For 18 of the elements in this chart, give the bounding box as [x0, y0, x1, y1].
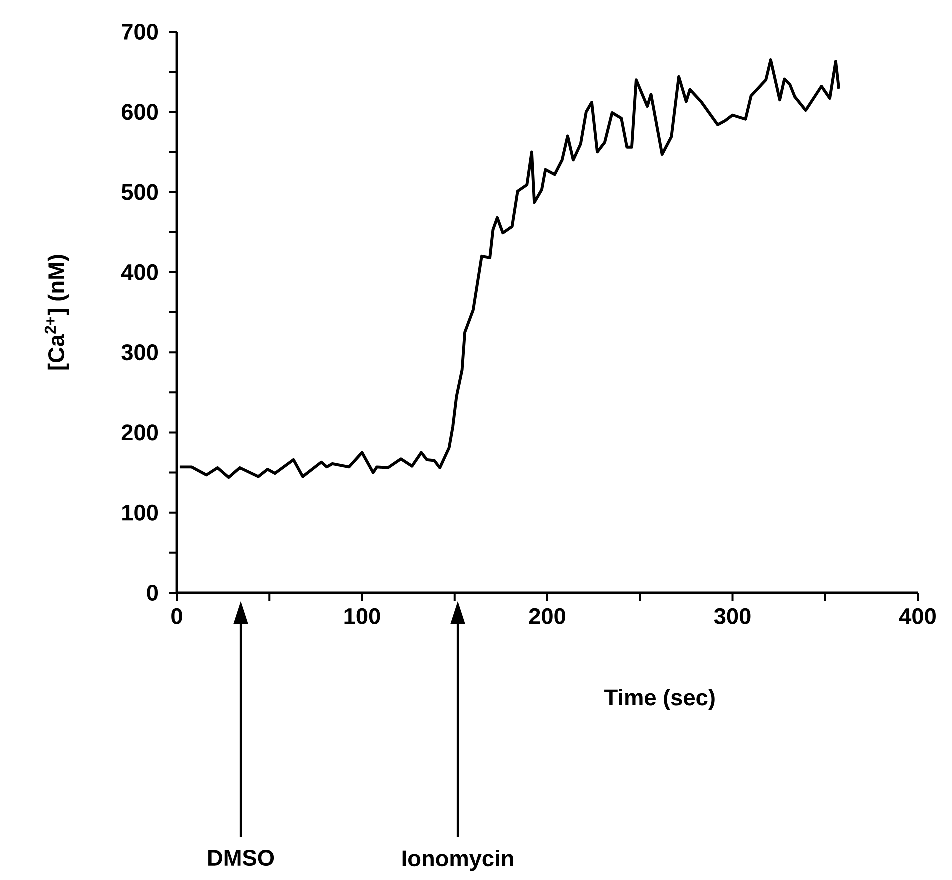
y-tick-label: 100 — [122, 504, 158, 521]
text: Ionomycin — [402, 850, 514, 872]
y-tick-label: 0 — [147, 584, 158, 602]
y-tick-label: 700 — [122, 24, 158, 40]
x-tick-label: 300 — [714, 608, 751, 624]
text: DMSO — [208, 850, 274, 866]
y-tick-label: 600 — [122, 104, 158, 120]
x-axis-title: Time (sec) — [604, 689, 715, 710]
y-tick-label: 400 — [121, 264, 158, 280]
x-tick-label: 100 — [344, 608, 380, 624]
y-tick-label: 300 — [122, 344, 158, 361]
x-tick-label: 400 — [899, 608, 936, 624]
y-tick-label: 200 — [122, 424, 158, 441]
y-tick-label: 500 — [122, 184, 158, 200]
y-axis-title: [Ca$^{2+}$] (nM) — [44, 255, 70, 370]
line-series — [178, 58, 841, 480]
x-tick-label: 200 — [529, 608, 566, 624]
x-tick-label: 0 — [172, 608, 182, 624]
